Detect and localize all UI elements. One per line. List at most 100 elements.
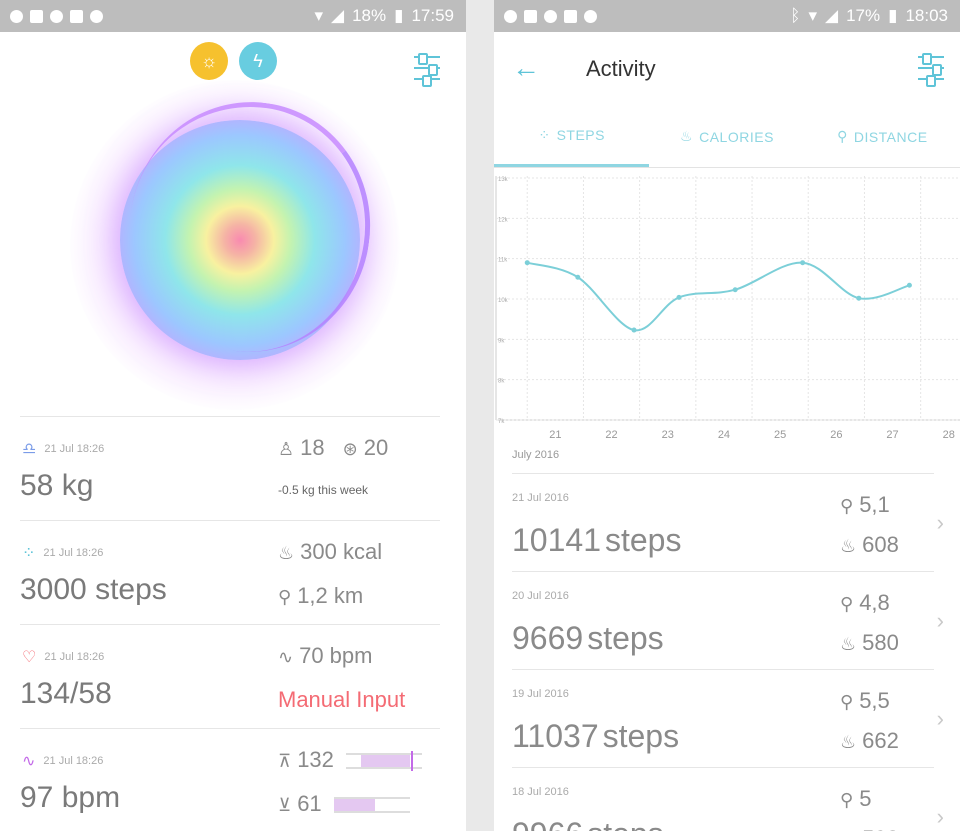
day-steps-value: 9669 — [512, 620, 584, 656]
heart-rate-card[interactable]: ∿ 21 Jul 18:26 97 bpm ⊼ 132 ⊻ 61 — [20, 728, 440, 831]
day-steps: 9966 steps — [512, 816, 664, 831]
day-distance-value: 5,1 — [859, 492, 890, 517]
data-point — [631, 327, 637, 333]
data-point — [906, 282, 912, 288]
notification-icon — [524, 9, 537, 23]
flame-icon: ♨ — [840, 732, 857, 752]
day-steps-unit: steps — [587, 816, 663, 831]
route-icon: ⚲ — [840, 594, 854, 614]
weight-value: 58 kg — [20, 469, 94, 502]
blood-pressure-card[interactable]: ♡ 21 Jul 18:26 134/58 ∿ 70 bpm Manual Inpu… — [20, 624, 440, 728]
muscle-icon: ⊛ — [342, 439, 358, 459]
day-row[interactable]: 19 Jul 2016 11037 steps ⚲ 5,5 ♨ 662 › — [512, 669, 944, 767]
max-range-bar — [345, 751, 422, 772]
day-date: 18 Jul 2016 — [512, 786, 569, 798]
day-distance: ⚲ 5 — [840, 786, 871, 812]
day-distance: ⚲ 5,5 — [840, 688, 890, 714]
card-date: 21 Jul 18:26 — [43, 547, 104, 559]
min-range-bar — [333, 797, 410, 814]
day-calories-value: 608 — [862, 532, 899, 557]
tab-calories[interactable]: ♨ CALORIES — [680, 128, 774, 145]
battery-level: 18% — [352, 6, 387, 25]
battery-icon: ▮ — [888, 6, 898, 25]
tab-distance[interactable]: ⚲ DISTANCE — [837, 128, 928, 145]
battery-icon: ▮ — [394, 6, 404, 25]
day-distance: ⚲ 4,8 — [840, 590, 890, 616]
y-tick-label: 11k — [498, 258, 508, 264]
flame-icon: ♨ — [278, 543, 295, 563]
day-steps: 10141 steps — [512, 522, 681, 559]
weight-icon: ♎ — [22, 441, 37, 458]
x-axis-label: July 2016 — [512, 449, 559, 461]
x-tick-label: 24 — [718, 429, 730, 441]
data-point — [575, 274, 581, 280]
wifi-icon: ▾ — [808, 6, 817, 25]
weight-card[interactable]: ♎ 21 Jul 18:26 58 kg ♙ 18 ⊛ 20 -0.5 kg this… — [20, 416, 440, 520]
wifi-icon: ▾ — [314, 6, 323, 25]
day-distance-value: 5 — [859, 786, 872, 811]
measurement-list: ♎ 21 Jul 18:26 58 kg ♙ 18 ⊛ 20 -0.5 kg this… — [0, 416, 466, 831]
heart-rate-value: 97 bpm — [20, 781, 121, 814]
steps-chart[interactable]: 7k 8k 9k 10k 11k 12k 13k 21 22 23 24 25 26 27 28 July 2… — [494, 168, 960, 473]
weight-trend: -0.5 kg this week — [278, 483, 369, 497]
blood-pressure-value: 134/58 — [20, 677, 112, 710]
x-tick-label: 26 — [830, 429, 842, 441]
day-steps-unit: steps — [587, 620, 664, 656]
steps-card[interactable]: ⁘ 21 Jul 18:26 3000 steps ♨ 300 kcal ⚲ 1,2 … — [20, 520, 440, 624]
y-tick-label: 9k — [498, 338, 505, 344]
pulse-value: 70 bpm — [299, 643, 373, 668]
chevron-right-icon: › — [936, 706, 944, 731]
flame-icon: ♨ — [680, 128, 694, 144]
notification-icon — [30, 9, 43, 23]
steps-series-line — [526, 261, 910, 332]
chevron-right-icon: › — [936, 510, 944, 535]
card-date: 21 Jul 18:26 — [44, 651, 105, 663]
y-tick-label: 8k — [498, 379, 505, 385]
activity-screen: ᛒ ▾ ◢ 17% ▮ 18:03 ← Activity ⁘ STEPS ♨ CAL… — [494, 0, 960, 831]
x-tick-label: 23 — [662, 429, 674, 441]
pulse-icon: ∿ — [22, 753, 36, 770]
notification-icons — [10, 9, 103, 23]
status-bar: ▾ ◢ 18% ▮ 17:59 — [0, 0, 466, 32]
wellness-orb[interactable] — [30, 60, 430, 420]
flame-icon: ♨ — [840, 634, 857, 654]
max-value: 132 — [297, 747, 334, 772]
day-row[interactable]: 18 Jul 2016 9966 steps ⚲5 ♨598 › — [512, 767, 944, 831]
y-tick-label: 7k — [498, 419, 505, 425]
data-point — [732, 287, 738, 293]
back-arrow-icon[interactable]: ← — [512, 52, 540, 83]
x-tick-label: 22 — [605, 429, 617, 441]
notification-icon — [10, 9, 23, 23]
notification-icon — [564, 9, 577, 23]
calories-value: 300 kcal — [300, 539, 383, 564]
day-calories-value: 662 — [862, 728, 899, 753]
steps-value: 3000 steps — [20, 573, 167, 606]
status-bar: ᛒ ▾ ◢ 17% ▮ 18:03 — [494, 0, 960, 32]
app-bar: ← Activity — [494, 32, 960, 104]
day-distance-value: 4,8 — [859, 590, 890, 615]
chevron-right-icon: › — [936, 608, 944, 633]
min-value: 61 — [297, 791, 322, 816]
min-icon: ⊻ — [278, 795, 292, 815]
tab-steps[interactable]: ⁘ STEPS — [494, 106, 650, 167]
data-point — [800, 260, 806, 266]
fat-icon: ♙ — [278, 439, 295, 459]
x-tick-label: 27 — [886, 429, 898, 441]
dashboard-screen: ▾ ◢ 18% ▮ 17:59 ☼ ϟ ♎ 21 Jul 18:26 58 kg … — [0, 0, 466, 831]
notification-icons — [504, 9, 597, 23]
day-steps-value: 10141 — [512, 522, 601, 558]
route-icon: ⚲ — [840, 692, 854, 712]
y-tick-label: 10k — [498, 298, 509, 304]
card-date: 21 Jul 18:26 — [44, 443, 105, 455]
heart-icon: ♡ — [22, 649, 37, 666]
bolt-icon[interactable]: ϟ — [239, 42, 277, 80]
settings-sliders-icon[interactable] — [414, 53, 440, 87]
signal-icon: ◢ — [824, 6, 839, 25]
day-row[interactable]: 20 Jul 2016 9669 steps ⚲ 4,8 ♨ 580 › — [512, 571, 944, 669]
day-distance: ⚲ 5,1 — [840, 492, 890, 518]
clock: 18:03 — [905, 6, 948, 25]
x-tick-label: 21 — [549, 429, 561, 441]
sun-icon[interactable]: ☼ — [190, 42, 228, 80]
day-row[interactable]: 21 Jul 2016 10141 steps ⚲ 5,1 ♨ 608 › — [512, 473, 944, 571]
settings-sliders-icon[interactable] — [918, 53, 944, 87]
